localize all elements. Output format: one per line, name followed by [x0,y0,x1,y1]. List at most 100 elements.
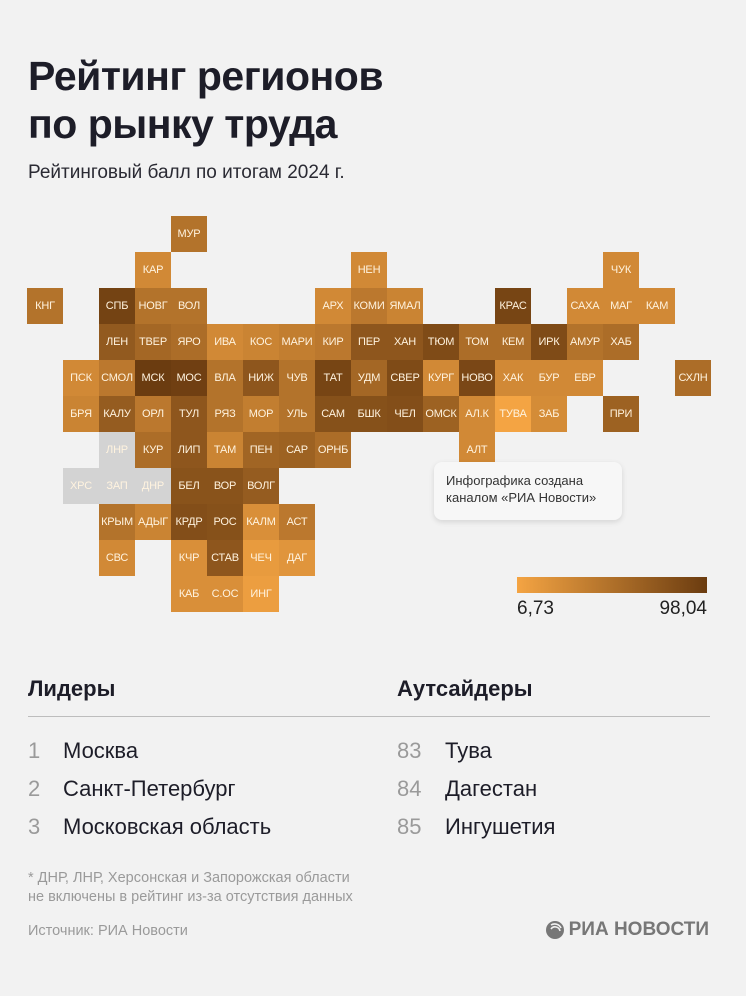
region-tile: КРЫМ [99,504,135,540]
region-tile: СМОЛ [99,360,135,396]
region-tile: ВОЛ [171,288,207,324]
region-tile: КАМ [639,288,675,324]
region-tile: МОС [171,360,207,396]
divider [28,716,710,717]
credit-note-line-1: Инфографика создана [446,473,584,488]
region-tile: МАРИ [279,324,315,360]
subtitle: Рейтинговый балл по итогам 2024 г. [28,162,345,183]
outsider-name: Дагестан [445,776,538,801]
region-tile: СТАВ [207,540,243,576]
footnote-line-2: не включены в рейтинг из-за отсутствия д… [28,889,353,905]
region-tile: МУР [171,216,207,252]
region-tile: БРЯ [63,396,99,432]
region-tile: КАЛУ [99,396,135,432]
region-tile: ТОМ [459,324,495,360]
region-tile: ЯМАЛ [387,288,423,324]
page-title: Рейтинг регионов по рынку труда [28,52,384,148]
region-tile: ТАТ [315,360,351,396]
region-tile: АМУР [567,324,603,360]
region-tile: ХРС [63,468,99,504]
region-tile: МОР [243,396,279,432]
region-tile: МАГ [603,288,639,324]
title-line-1: Рейтинг регионов [28,53,384,99]
region-tile: РОС [207,504,243,540]
outsider-rank: 84 [397,776,422,801]
region-tile: САМ [315,396,351,432]
region-tile: ОРНБ [315,432,351,468]
region-tile: КИР [315,324,351,360]
region-tile: БУР [531,360,567,396]
ria-logo-icon [545,921,564,939]
region-tile: НИЖ [243,360,279,396]
outsider-name: Ингушетия [445,814,556,839]
region-tile: СВЕР [387,360,423,396]
outsider-rank: 83 [397,738,422,763]
region-tile: ЛНР [99,432,135,468]
region-tile: ИРК [531,324,567,360]
region-tile: ПСК [63,360,99,396]
region-tile: РЯЗ [207,396,243,432]
title-line-2: по рынку труда [28,101,337,147]
region-tile: ИВА [207,324,243,360]
outsider-name: Тува [445,738,492,763]
region-tile: ИНГ [243,576,279,612]
ria-logo-text: РИА НОВОСТИ [568,919,709,940]
legend-max: 98,04 [659,598,707,619]
region-tile: КОС [243,324,279,360]
region-tile: ЛЕН [99,324,135,360]
region-tile: КРАС [495,288,531,324]
region-tile: ТУЛ [171,396,207,432]
leader-name: Москва [63,738,139,763]
region-tile: КУРГ [423,360,459,396]
region-tile: ТВЕР [135,324,171,360]
region-tile: С.ОС [207,576,243,612]
region-tile: БЕЛ [171,468,207,504]
leader-rank: 1 [28,738,41,763]
region-tile: ДАГ [279,540,315,576]
region-tile: АДЫГ [135,504,171,540]
region-tile: УЛЬ [279,396,315,432]
region-tile: КАР [135,252,171,288]
region-tile: ТЮМ [423,324,459,360]
region-tile: ХАБ [603,324,639,360]
region-tile: ОМСК [423,396,459,432]
region-tile: ЧЕЧ [243,540,279,576]
region-tile: БШК [351,396,387,432]
region-tile: КЧР [171,540,207,576]
region-tile: СХЛН [675,360,711,396]
region-tile: ЯРО [171,324,207,360]
region-tile: САХА [567,288,603,324]
region-tile: КРДР [171,504,207,540]
region-tile: ХАК [495,360,531,396]
leaders-heading: Лидеры [28,676,116,701]
color-legend-bar [517,577,707,593]
region-tile: ОРЛ [135,396,171,432]
region-tile: ПЕН [243,432,279,468]
region-tile: АЛ.К [459,396,495,432]
ria-logo: РИА НОВОСТИ [545,919,709,941]
region-tile: ЗАБ [531,396,567,432]
region-tile: МСК [135,360,171,396]
outsider-rank: 85 [397,814,422,839]
leader-name: Санкт-Петербург [63,776,236,801]
leader-name: Московская область [63,814,272,839]
region-tile: ЕВР [567,360,603,396]
region-tile: САР [279,432,315,468]
region-tile: КЕМ [495,324,531,360]
region-tile: КУР [135,432,171,468]
region-tile: ЧЕЛ [387,396,423,432]
region-tile: ВОР [207,468,243,504]
region-tile: СПБ [99,288,135,324]
region-tile: УДМ [351,360,387,396]
region-tile: ТУВА [495,396,531,432]
region-tile: ВЛА [207,360,243,396]
region-tile: ЧУК [603,252,639,288]
leader-rank: 2 [28,776,41,801]
source: Источник: РИА Новости [28,923,188,939]
region-tile: НОВГ [135,288,171,324]
region-tile: КАЛМ [243,504,279,540]
region-tile: ЗАП [99,468,135,504]
region-tile: КОМИ [351,288,387,324]
footnote-line-1: * ДНР, ЛНР, Херсонская и Запорожская обл… [28,870,350,886]
credit-note: Инфографика создана каналом «РИА Новости… [434,462,622,520]
